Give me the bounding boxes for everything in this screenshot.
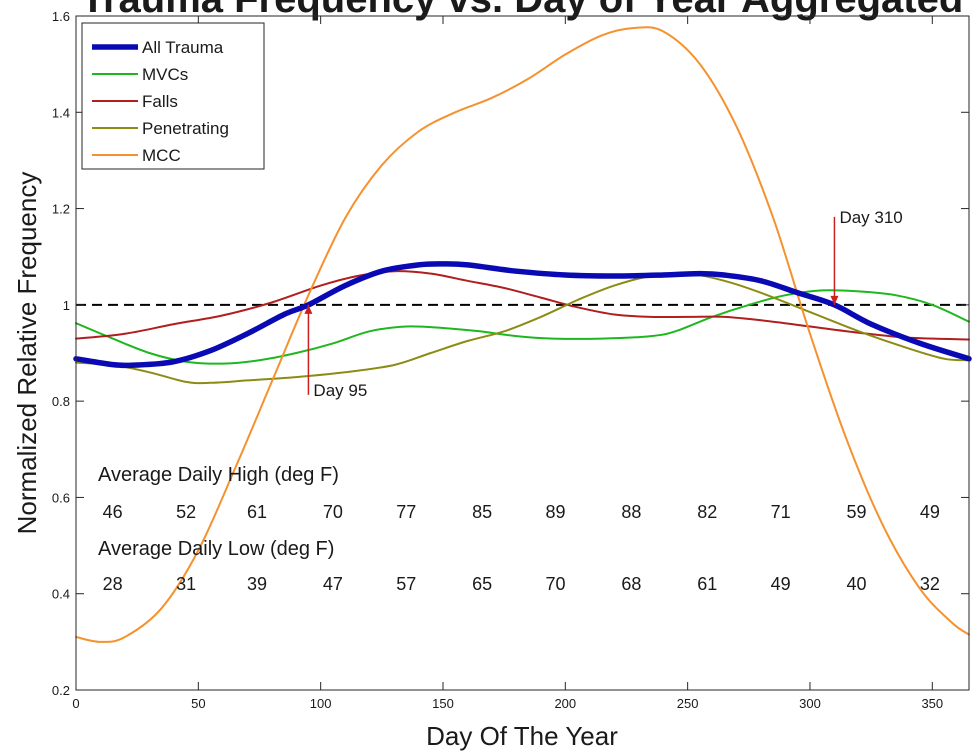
temperature-table: Average Daily High (deg F) Average Daily… — [98, 464, 940, 594]
x-tick-label: 50 — [191, 696, 205, 711]
x-tick-label: 100 — [310, 696, 332, 711]
series-line-all-trauma — [73, 261, 972, 369]
legend-label-falls: Falls — [142, 92, 178, 111]
y-axis-title: Normalized Relative Frequency — [12, 172, 42, 535]
avg-low-value: 68 — [621, 574, 641, 594]
avg-low-value: 28 — [103, 574, 123, 594]
annotation-label-day-95: Day 95 — [313, 381, 367, 400]
y-tick-label: 1.2 — [52, 202, 70, 217]
x-axis-title: Day Of The Year — [426, 721, 618, 751]
avg-low-value: 47 — [323, 574, 343, 594]
avg-low-value: 32 — [920, 574, 940, 594]
avg-high-value: 46 — [103, 502, 123, 522]
y-tick-label: 1.6 — [52, 9, 70, 24]
legend: All Trauma MVCs Falls Penetrating MCC — [81, 22, 265, 170]
y-tick-label: 1.4 — [52, 105, 70, 120]
annotation-arrowhead-day-95 — [304, 304, 313, 314]
series-line-mvcs — [75, 289, 970, 365]
avg-high-value: 61 — [247, 502, 267, 522]
axis-ticks: 0 50 100 150 200 250 300 350 0.2 0.4 0.6 0.8 1 1.2 1.4… — [52, 9, 969, 711]
avg-high-value: 88 — [621, 502, 641, 522]
series-layer — [73, 26, 972, 643]
x-tick-label: 200 — [554, 696, 576, 711]
avg-high-value: 85 — [472, 502, 492, 522]
avg-high-value: 70 — [323, 502, 343, 522]
y-tick-label: 1 — [63, 298, 70, 313]
avg-low-value: 57 — [396, 574, 416, 594]
x-tick-label: 250 — [677, 696, 699, 711]
avg-high-value: 49 — [920, 502, 940, 522]
avg-low-value: 61 — [697, 574, 717, 594]
avg-high-value: 71 — [771, 502, 791, 522]
x-tick-label: 0 — [72, 696, 79, 711]
avg-low-value: 65 — [472, 574, 492, 594]
y-tick-label: 0.8 — [52, 394, 70, 409]
series-line-falls — [75, 270, 970, 341]
avg-high-value: 52 — [176, 502, 196, 522]
annotation-label-day-310: Day 310 — [839, 208, 902, 227]
avg-low-value: 39 — [247, 574, 267, 594]
y-tick-label: 0.2 — [52, 683, 70, 698]
legend-label-mvcs: MVCs — [142, 65, 188, 84]
y-tick-label: 0.4 — [52, 587, 70, 602]
plot-frame — [75, 15, 970, 691]
annotation-layer: Day 95 Day 310 — [304, 208, 903, 400]
x-tick-label: 350 — [921, 696, 943, 711]
series-line-mcc — [75, 26, 970, 643]
avg-high-label: Average Daily High (deg F) — [98, 464, 339, 486]
series-line-penetrating — [75, 272, 970, 385]
legend-label-mcc: MCC — [142, 146, 181, 165]
y-tick-label: 0.6 — [52, 490, 70, 505]
avg-high-value: 59 — [846, 502, 866, 522]
avg-low-value: 49 — [771, 574, 791, 594]
legend-label-all-trauma: All Trauma — [142, 38, 224, 57]
annotation-arrowhead-day-310 — [830, 295, 839, 305]
x-tick-label: 150 — [432, 696, 454, 711]
chart-title: Trauma Frequency vs. Day of Year Aggrega… — [81, 0, 964, 21]
avg-low-value: 70 — [546, 574, 566, 594]
avg-high-value: 82 — [697, 502, 717, 522]
legend-label-penetrating: Penetrating — [142, 119, 229, 138]
avg-high-value: 89 — [546, 502, 566, 522]
avg-high-value: 77 — [396, 502, 416, 522]
avg-low-value: 40 — [846, 574, 866, 594]
x-tick-label: 300 — [799, 696, 821, 711]
avg-low-value: 31 — [176, 574, 196, 594]
avg-low-label: Average Daily Low (deg F) — [98, 538, 334, 560]
